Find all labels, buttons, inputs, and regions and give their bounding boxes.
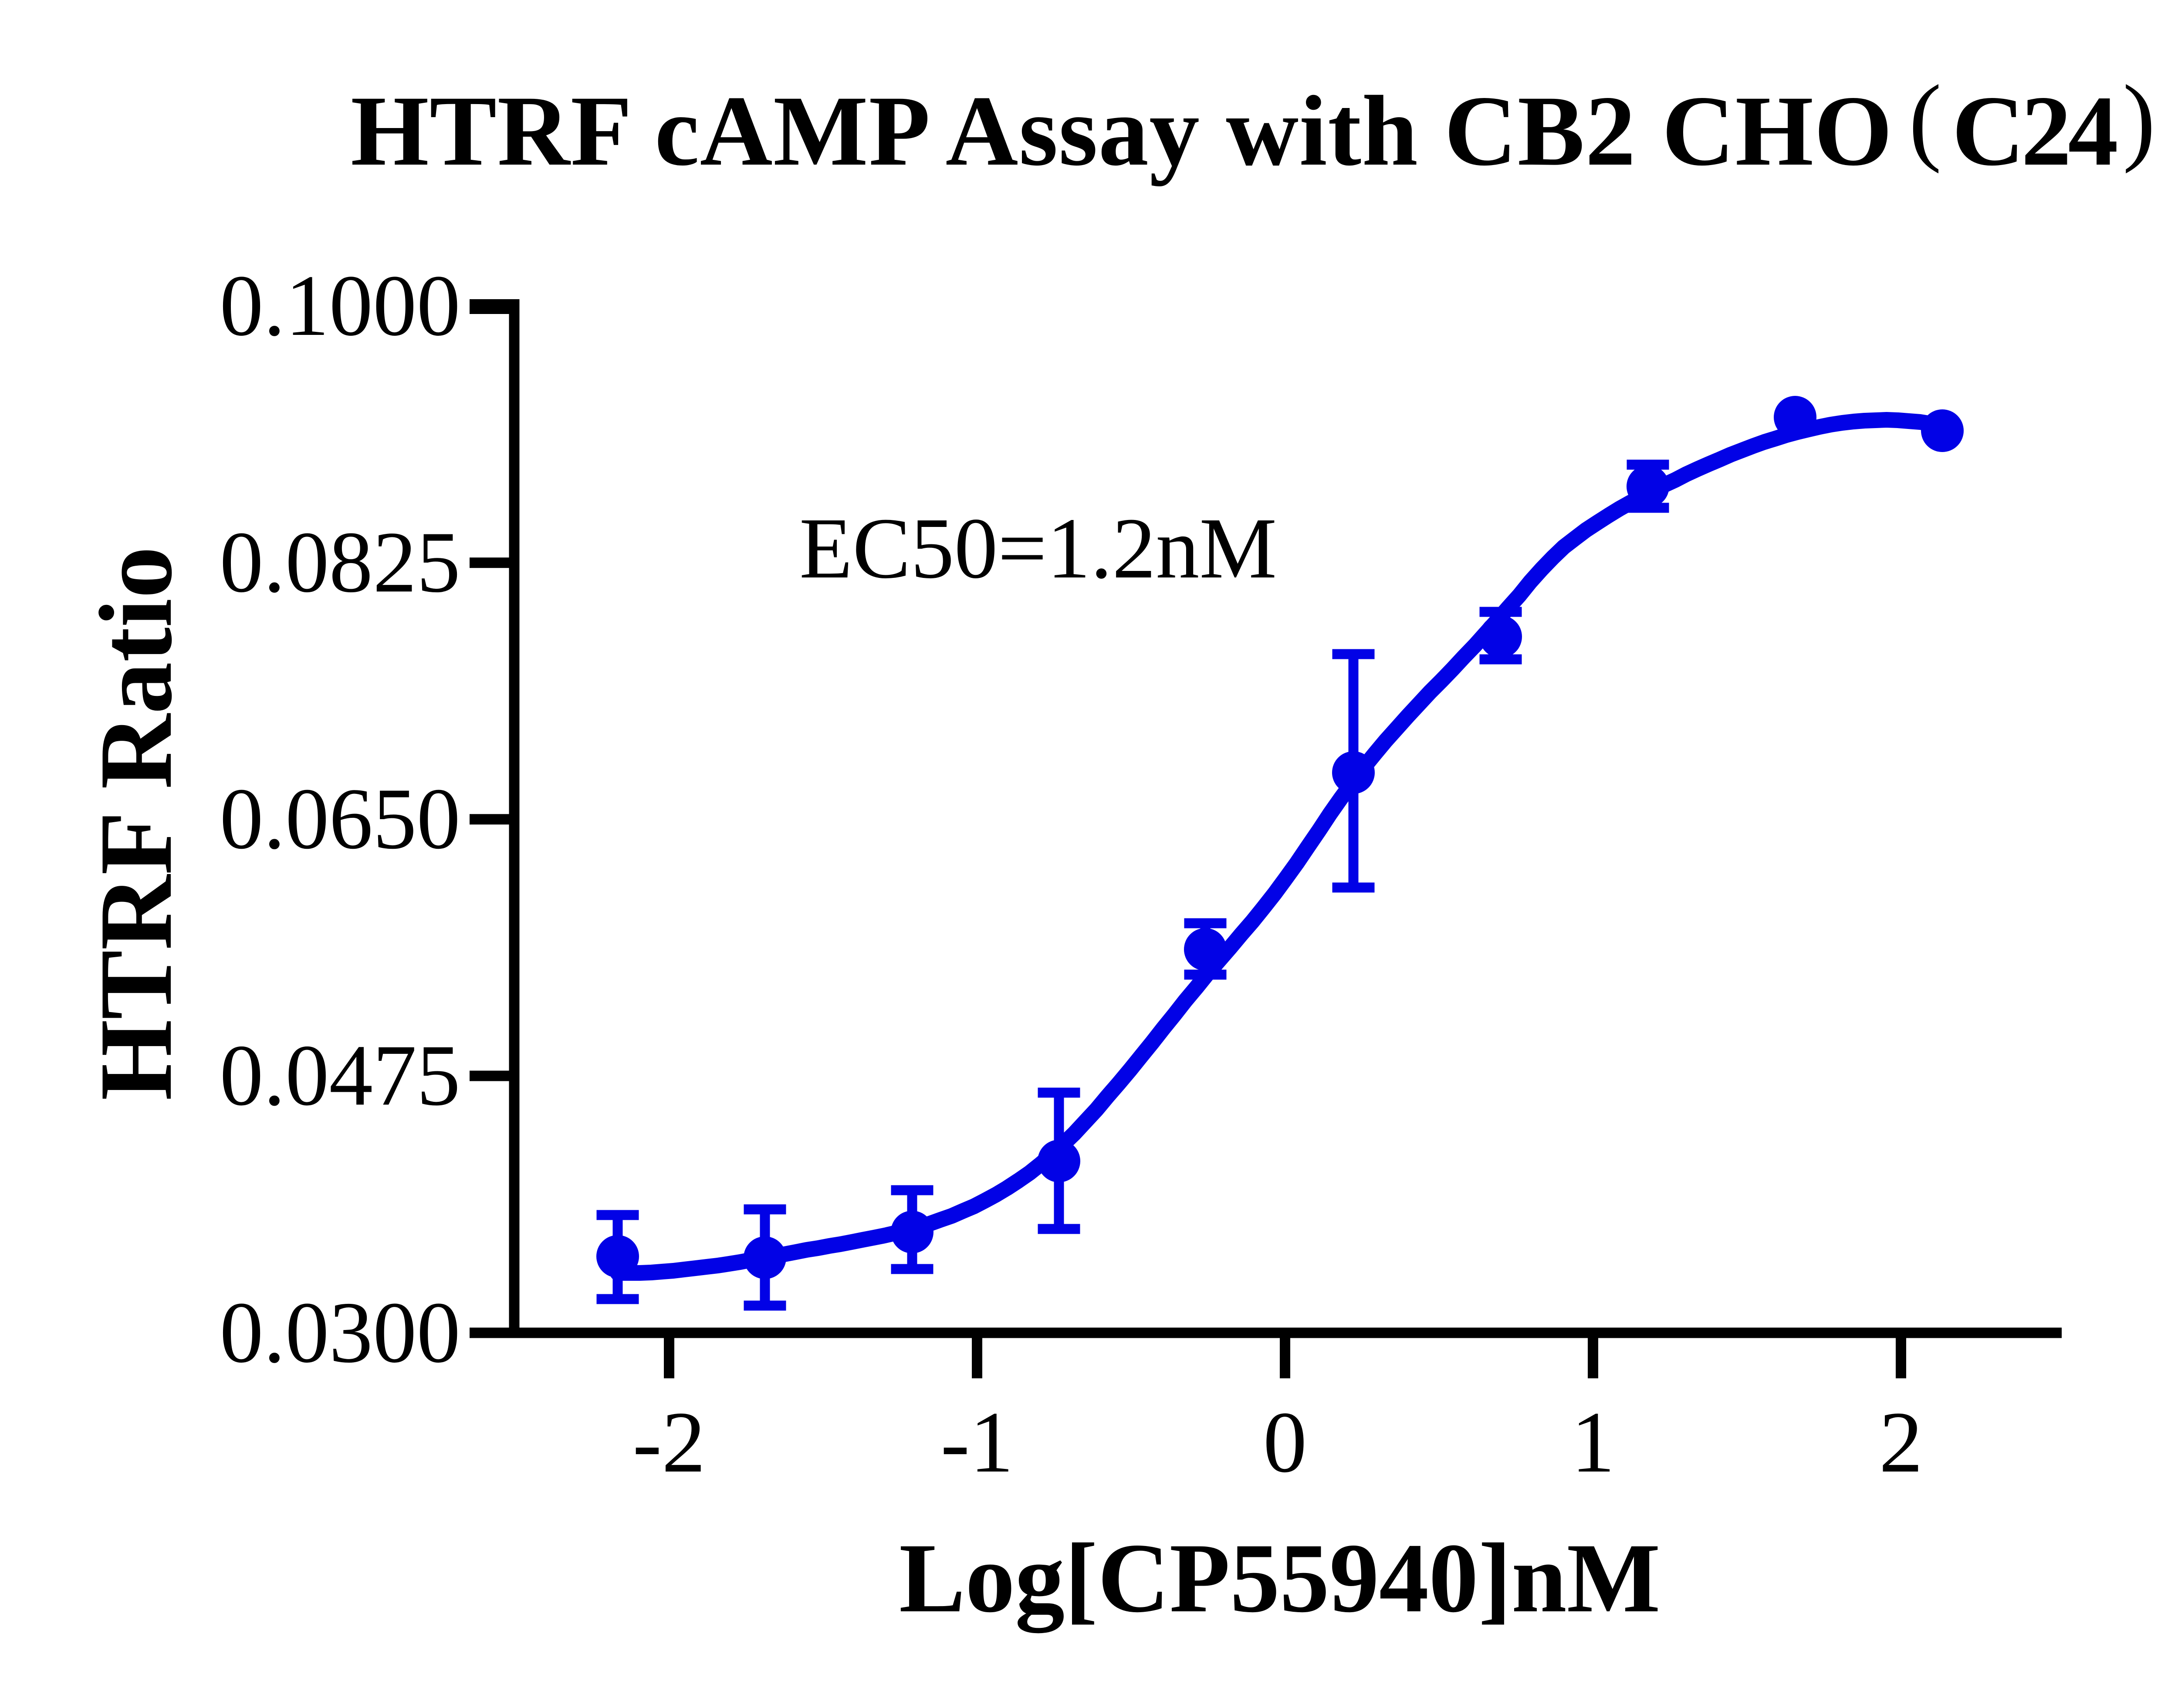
svg-text:EC50=1.2nM: EC50=1.2nM [799,500,1277,597]
svg-text:-2: -2 [632,1394,705,1491]
svg-text:HTRF Ratio: HTRF Ratio [78,547,193,1100]
svg-text:HTRF cAMP Assay with CB2 CHO: HTRF cAMP Assay with CB2 CHO [351,75,1893,186]
svg-text:): ) [2123,65,2155,174]
svg-text:0: 0 [1263,1394,1307,1491]
svg-text:(: ( [1909,65,1941,174]
svg-text:2: 2 [1879,1394,1923,1491]
svg-text:0.0300: 0.0300 [220,1284,460,1381]
svg-text:Log[CP55940]nM: Log[CP55940]nM [899,1523,1661,1634]
svg-text:0.0475: 0.0475 [220,1027,460,1124]
svg-text:0.0650: 0.0650 [220,770,460,867]
svg-text:0.1000: 0.1000 [220,257,460,354]
svg-text:C24: C24 [1952,75,2117,186]
svg-text:1: 1 [1571,1394,1615,1491]
svg-text:0.0825: 0.0825 [220,514,460,611]
svg-text:-1: -1 [940,1394,1013,1491]
